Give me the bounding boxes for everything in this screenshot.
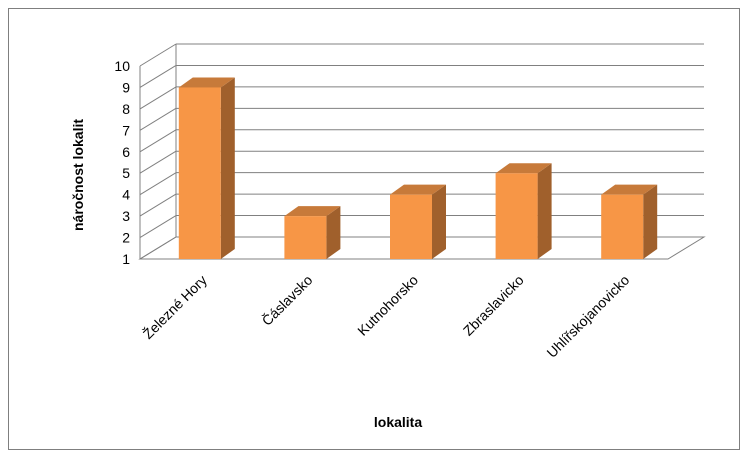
bars (178, 77, 658, 259)
bar (601, 184, 658, 259)
y-tick-label: 3 (122, 208, 130, 224)
side-wall-gridline (139, 129, 177, 153)
y-tick-label: 2 (122, 230, 130, 246)
side-wall-gridline (139, 65, 177, 88)
side-wall-gridline (139, 107, 177, 131)
bar (390, 184, 446, 259)
bar-top (495, 163, 552, 174)
bar-top (178, 77, 235, 88)
bar (495, 163, 552, 259)
y-tick-label: 7 (122, 122, 130, 138)
bar-side (537, 163, 552, 259)
y-tick-label: 5 (122, 165, 130, 181)
y-tick-label: 6 (122, 144, 130, 160)
bar (178, 77, 235, 259)
chart-floor (138, 236, 706, 260)
y-tick-label: 10 (114, 58, 130, 74)
side-wall-gridline (139, 193, 177, 217)
x-axis-title: lokalita (374, 414, 422, 430)
bar-front (601, 194, 644, 259)
bar-front (178, 87, 221, 259)
bar-front (390, 194, 432, 259)
y-tick-labels: 1 2 3 4 5 6 7 8 9 10 (114, 58, 130, 267)
bar-side (643, 184, 658, 259)
side-wall-gridline (139, 150, 177, 174)
bar-side (326, 206, 341, 259)
bar-top (601, 184, 658, 195)
side-wall-gridline (139, 172, 177, 196)
y-tick-label: 4 (122, 187, 130, 203)
bar-side (220, 77, 235, 259)
y-tick-label: 9 (122, 79, 130, 95)
side-wall-gridline (139, 86, 177, 110)
bar-top (390, 184, 446, 195)
bar (284, 206, 341, 259)
side-wall-gridline (139, 43, 177, 67)
side-wall-gridline (139, 215, 177, 238)
y-tick-label: 8 (122, 101, 130, 117)
y-axis-title: náročnost lokalit (70, 119, 86, 231)
bar-front (284, 216, 327, 259)
bar-side (432, 184, 446, 259)
bar-front (495, 173, 538, 259)
bar-top (284, 206, 341, 217)
y-tick-label: 1 (122, 251, 130, 267)
